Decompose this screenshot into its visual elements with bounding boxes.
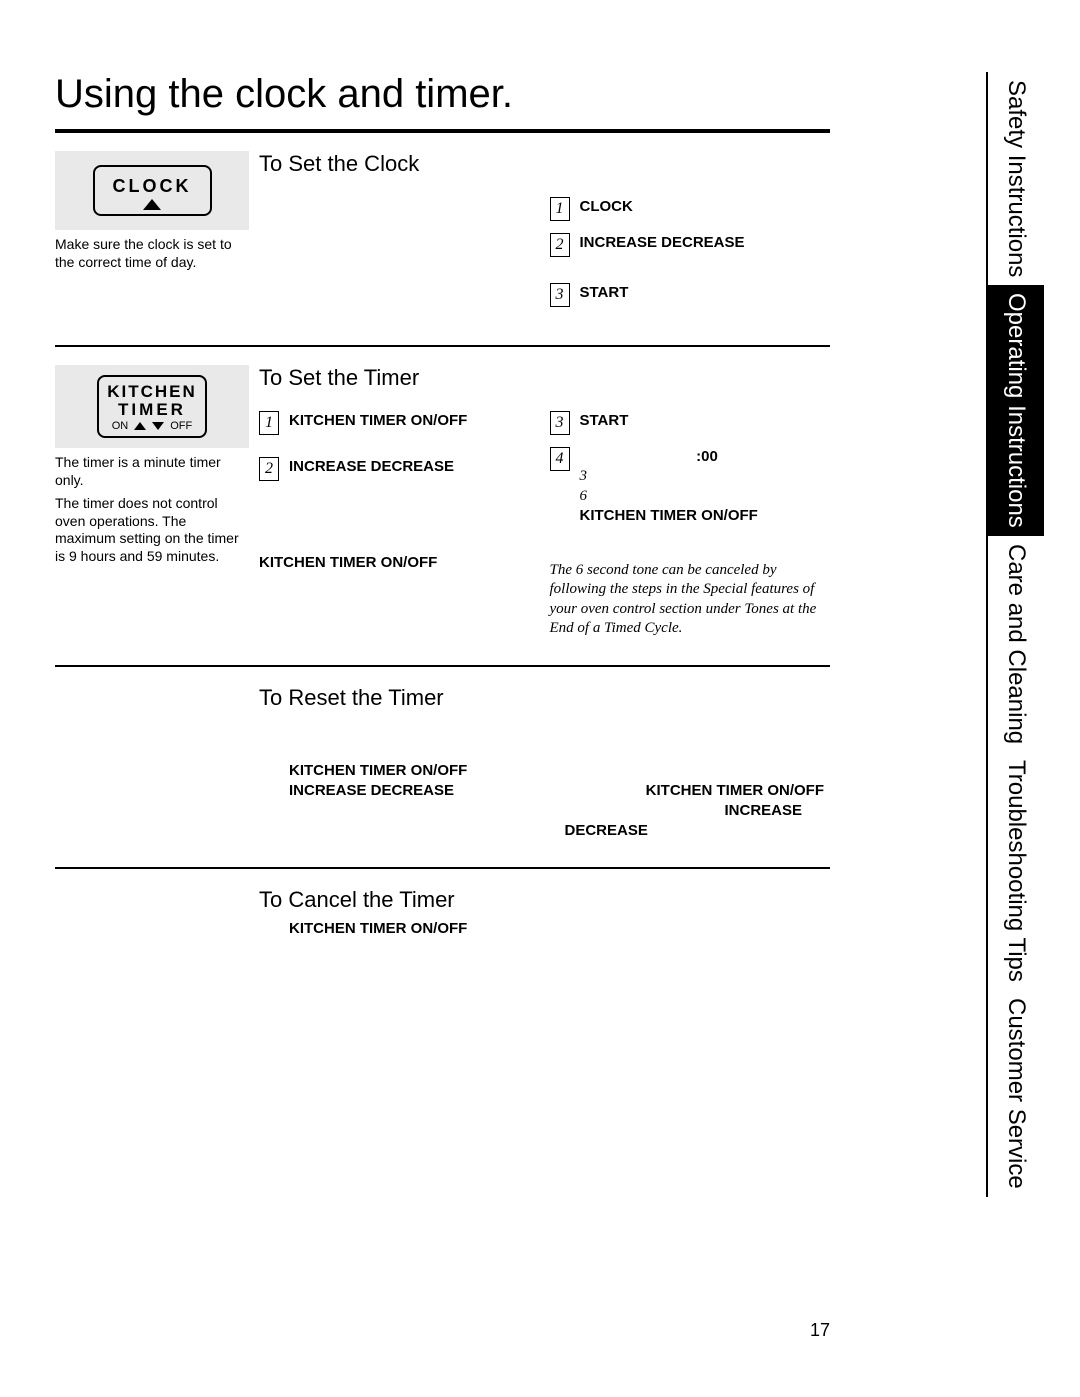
clock-step-2: 2 INCREASE DECREASE [550, 233, 831, 257]
section-set-clock: CLOCK Make sure the clock is set to the … [55, 133, 830, 347]
clock-step1-label: CLOCK [580, 198, 633, 215]
timer-on-text: ON [112, 421, 129, 433]
timer-col-a: 1 KITCHEN TIMER ON/OFF 2 INCREASE DECREA… [259, 411, 540, 639]
clock-step2-label: INCREASE DECREASE [580, 234, 745, 251]
section-cancel-timer: To Cancel the Timer KITCHEN TIMER ON/OFF [55, 869, 830, 947]
timer-step1-label: KITCHEN TIMER ON/OFF [289, 412, 467, 429]
timer-step2-label: INCREASE DECREASE [289, 458, 454, 475]
cancel-right-col: To Cancel the Timer KITCHEN TIMER ON/OFF [259, 887, 830, 939]
cancel-label: KITCHEN TIMER ON/OFF [289, 920, 467, 937]
reset-left-label2: INCREASE DECREASE [289, 782, 454, 799]
reset-right-label2: INCREASE [724, 802, 802, 819]
triangle-down-small-icon [152, 422, 164, 430]
step-number-icon: 1 [550, 197, 570, 221]
step-number-icon: 2 [550, 233, 570, 257]
page-content: Using the clock and timer. CLOCK Make su… [55, 72, 830, 948]
clock-left-col: CLOCK Make sure the clock is set to the … [55, 151, 259, 319]
timer-step-1: 1 KITCHEN TIMER ON/OFF [259, 411, 540, 435]
timer-off-text: OFF [170, 421, 192, 433]
tab-safety[interactable]: Safety Instructions [986, 72, 1044, 285]
tab-customer[interactable]: Customer Service [986, 990, 1044, 1197]
timer-step4-a: :00 [696, 448, 718, 465]
timer-right-col: To Set the Timer 1 KITCHEN TIMER ON/OFF … [259, 365, 830, 639]
step-number-icon: 2 [259, 457, 279, 481]
reset-right-label1: KITCHEN TIMER ON/OFF [646, 782, 824, 799]
clock-heading: To Set the Clock [259, 151, 830, 177]
clock-step3-label: START [580, 284, 629, 301]
reset-heading: To Reset the Timer [259, 685, 830, 711]
page-title: Using the clock and timer. [55, 72, 830, 133]
clock-step-3: 3 START [550, 283, 831, 307]
reset-left-label1: KITCHEN TIMER ON/OFF [289, 762, 467, 779]
timer-heading: To Set the Timer [259, 365, 830, 391]
step-number-icon: 4 [550, 447, 570, 471]
clock-step-1: 1 CLOCK [550, 197, 831, 221]
cancel-heading: To Cancel the Timer [259, 887, 830, 913]
clock-button-label: CLOCK [113, 177, 192, 195]
page-number: 17 [55, 1320, 830, 1341]
clock-right-col: To Set the Clock 1 CLOCK 2 INCREASE DECR… [259, 151, 830, 319]
timer-step3-label: START [580, 412, 629, 429]
timer-step4-b: 3 [580, 468, 588, 484]
timer-step4-c: 6 [580, 488, 588, 504]
timer-caption-1: The timer is a minute timer only. [55, 454, 249, 489]
timer-btn-line2: TIMER [118, 401, 186, 419]
timer-step4-body: :00 3 6 KITCHEN TIMER ON/OFF [580, 447, 758, 527]
timer-footer-text: KITCHEN TIMER ON/OFF [259, 553, 540, 573]
timer-col-b: 3 START 4 :00 3 6 KITCHEN TIMER ON/OFF T [550, 411, 831, 639]
reset-col-a: KITCHEN TIMER ON/OFF INCREASE DECREASE [259, 761, 555, 842]
timer-step-4: 4 :00 3 6 KITCHEN TIMER ON/OFF [550, 447, 831, 527]
step-number-icon: 1 [259, 411, 279, 435]
reset-right-col: To Reset the Timer KITCHEN TIMER ON/OFF … [259, 685, 830, 842]
clock-button-icon: CLOCK [93, 165, 212, 216]
timer-footer-label: KITCHEN TIMER ON/OFF [259, 554, 437, 571]
triangle-up-small-icon [134, 422, 146, 430]
clock-caption: Make sure the clock is set to the correc… [55, 236, 249, 271]
timer-button-graphic: KITCHEN TIMER ON OFF [55, 365, 249, 448]
tab-care[interactable]: Care and Cleaning [986, 536, 1044, 752]
timer-step4-d: KITCHEN TIMER ON/OFF [580, 507, 758, 524]
step-number-icon: 3 [550, 411, 570, 435]
timer-tone-note: The 6 second tone can be canceled by fol… [550, 561, 831, 639]
tab-troubleshooting[interactable]: Troubleshooting Tips [986, 752, 1044, 990]
timer-step-2: 2 INCREASE DECREASE [259, 457, 540, 481]
timer-button-icon: KITCHEN TIMER ON OFF [97, 375, 207, 438]
side-tabs: Safety Instructions Operating Instructio… [986, 72, 1044, 1197]
timer-caption-2: The timer does not control oven operatio… [55, 495, 249, 565]
reset-col-b: KITCHEN TIMER ON/OFF INCREASE DECREASE [565, 761, 831, 842]
reset-right-label3: DECREASE [565, 822, 648, 839]
section-reset-timer: To Reset the Timer KITCHEN TIMER ON/OFF … [55, 667, 830, 870]
tab-operating[interactable]: Operating Instructions [986, 285, 1044, 536]
step-number-icon: 3 [550, 283, 570, 307]
triangle-up-icon [143, 199, 161, 210]
timer-btn-onoff: ON OFF [112, 421, 193, 433]
timer-step-3: 3 START [550, 411, 831, 435]
section-set-timer: KITCHEN TIMER ON OFF The timer is a minu… [55, 347, 830, 667]
clock-button-graphic: CLOCK [55, 151, 249, 230]
timer-left-col: KITCHEN TIMER ON OFF The timer is a minu… [55, 365, 259, 639]
timer-btn-line1: KITCHEN [107, 383, 197, 401]
